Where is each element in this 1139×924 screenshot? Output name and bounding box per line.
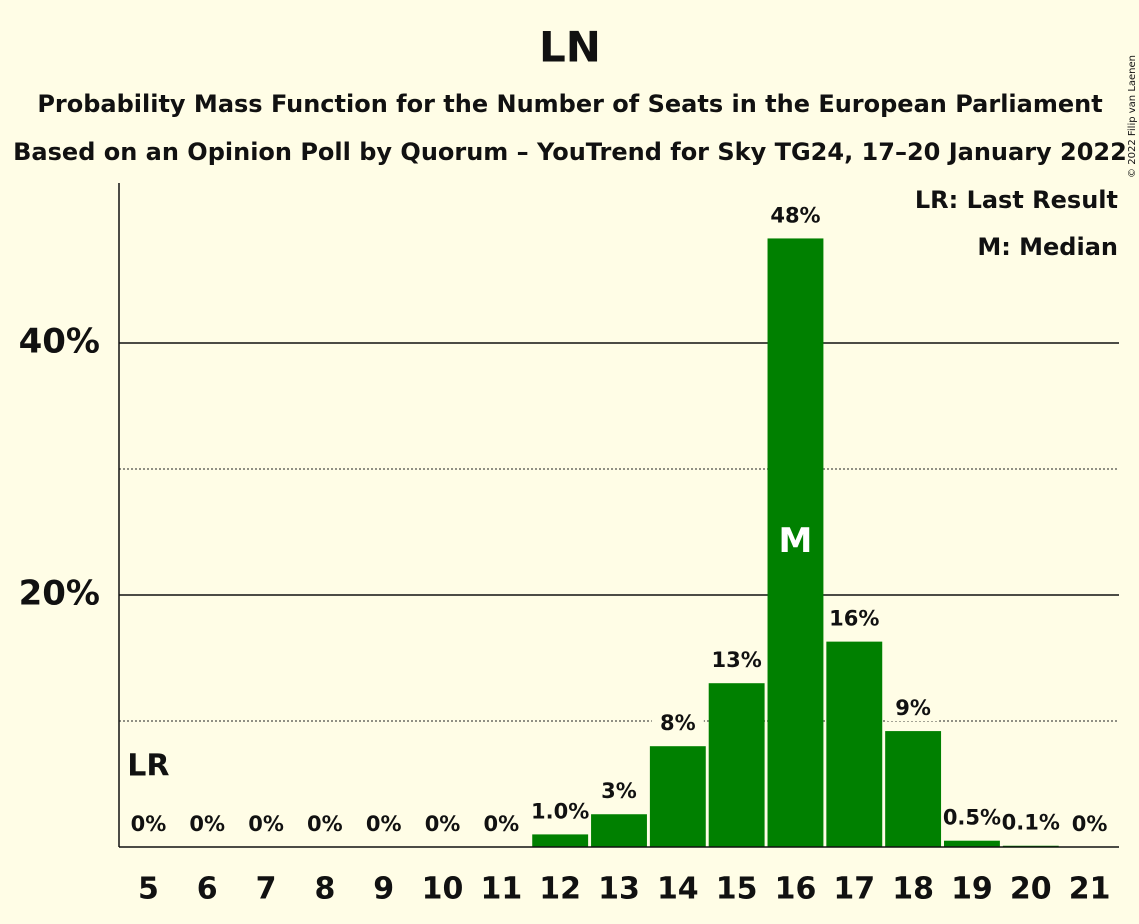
value-label-bg bbox=[298, 813, 351, 837]
legend-entry: LR: Last Result bbox=[915, 186, 1118, 214]
x-tick-label: 6 bbox=[197, 872, 218, 907]
value-label-bg bbox=[122, 813, 175, 837]
value-label: 0% bbox=[307, 812, 343, 836]
x-tick-label: 13 bbox=[598, 872, 640, 907]
x-tick-label: 18 bbox=[892, 872, 934, 907]
bar bbox=[767, 238, 824, 847]
median-marker: M bbox=[779, 521, 813, 561]
value-label: 0% bbox=[131, 812, 167, 836]
y-tick-label: 20% bbox=[19, 574, 100, 614]
value-label-bg bbox=[769, 204, 822, 229]
x-tick-label: 17 bbox=[833, 872, 875, 907]
value-label: 0.5% bbox=[943, 806, 1001, 830]
value-label-bg bbox=[1004, 811, 1057, 836]
value-label: 0.1% bbox=[1002, 811, 1060, 835]
value-label-bg bbox=[828, 607, 881, 632]
x-tick-label: 9 bbox=[373, 872, 394, 907]
chart-title: LN bbox=[539, 23, 601, 72]
value-label-bg bbox=[710, 649, 763, 674]
x-tick-label: 7 bbox=[256, 872, 277, 907]
bar bbox=[708, 683, 765, 847]
bar bbox=[826, 641, 883, 847]
value-label: 0% bbox=[1072, 812, 1108, 836]
value-label: 0% bbox=[484, 812, 520, 836]
value-label-bg bbox=[181, 813, 234, 837]
value-label: 0% bbox=[189, 812, 225, 836]
bar bbox=[885, 731, 942, 847]
value-label: 0% bbox=[248, 812, 284, 836]
x-tick-label: 12 bbox=[539, 872, 581, 907]
x-tick-label: 11 bbox=[480, 872, 522, 907]
x-tick-label: 21 bbox=[1069, 872, 1111, 907]
value-label-bg bbox=[475, 813, 528, 837]
value-label-bg bbox=[416, 813, 469, 837]
x-tick-label: 8 bbox=[314, 872, 335, 907]
copyright: © 2022 Filip van Laenen bbox=[1127, 55, 1138, 178]
chart-subtitle: Probability Mass Function for the Number… bbox=[37, 90, 1102, 118]
value-label: 48% bbox=[770, 203, 820, 227]
value-label: 1.0% bbox=[531, 799, 589, 823]
x-tick-label: 14 bbox=[657, 872, 699, 907]
value-label: 0% bbox=[366, 812, 402, 836]
x-tick-label: 20 bbox=[1010, 872, 1052, 907]
value-label-bg bbox=[945, 806, 998, 831]
chart-subtitle: Based on an Opinion Poll by Quorum – You… bbox=[13, 138, 1127, 166]
value-label-bg bbox=[357, 813, 410, 837]
value-label-bg bbox=[1063, 813, 1116, 837]
y-tick-label: 40% bbox=[19, 322, 100, 362]
x-tick-label: 19 bbox=[951, 872, 993, 907]
x-tick-label: 15 bbox=[716, 872, 758, 907]
value-label-bg bbox=[593, 780, 645, 805]
value-label: 3% bbox=[601, 779, 637, 803]
last-result-marker: LR bbox=[127, 749, 169, 784]
legend-entry: M: Median bbox=[977, 233, 1118, 261]
value-label-bg bbox=[651, 712, 704, 737]
bar bbox=[532, 834, 589, 847]
value-label-bg bbox=[887, 697, 940, 722]
value-label: 8% bbox=[660, 711, 696, 735]
bar bbox=[944, 840, 1000, 847]
value-label-bg bbox=[240, 813, 293, 837]
bar bbox=[591, 814, 647, 847]
x-tick-label: 16 bbox=[775, 872, 817, 907]
x-tick-label: 5 bbox=[138, 872, 159, 907]
value-label: 9% bbox=[895, 696, 931, 720]
value-label: 0% bbox=[425, 812, 461, 836]
x-tick-label: 10 bbox=[422, 872, 464, 907]
value-label: 16% bbox=[829, 607, 879, 631]
value-label: 13% bbox=[712, 648, 762, 672]
bar bbox=[649, 746, 706, 847]
value-label-bg bbox=[534, 800, 587, 825]
